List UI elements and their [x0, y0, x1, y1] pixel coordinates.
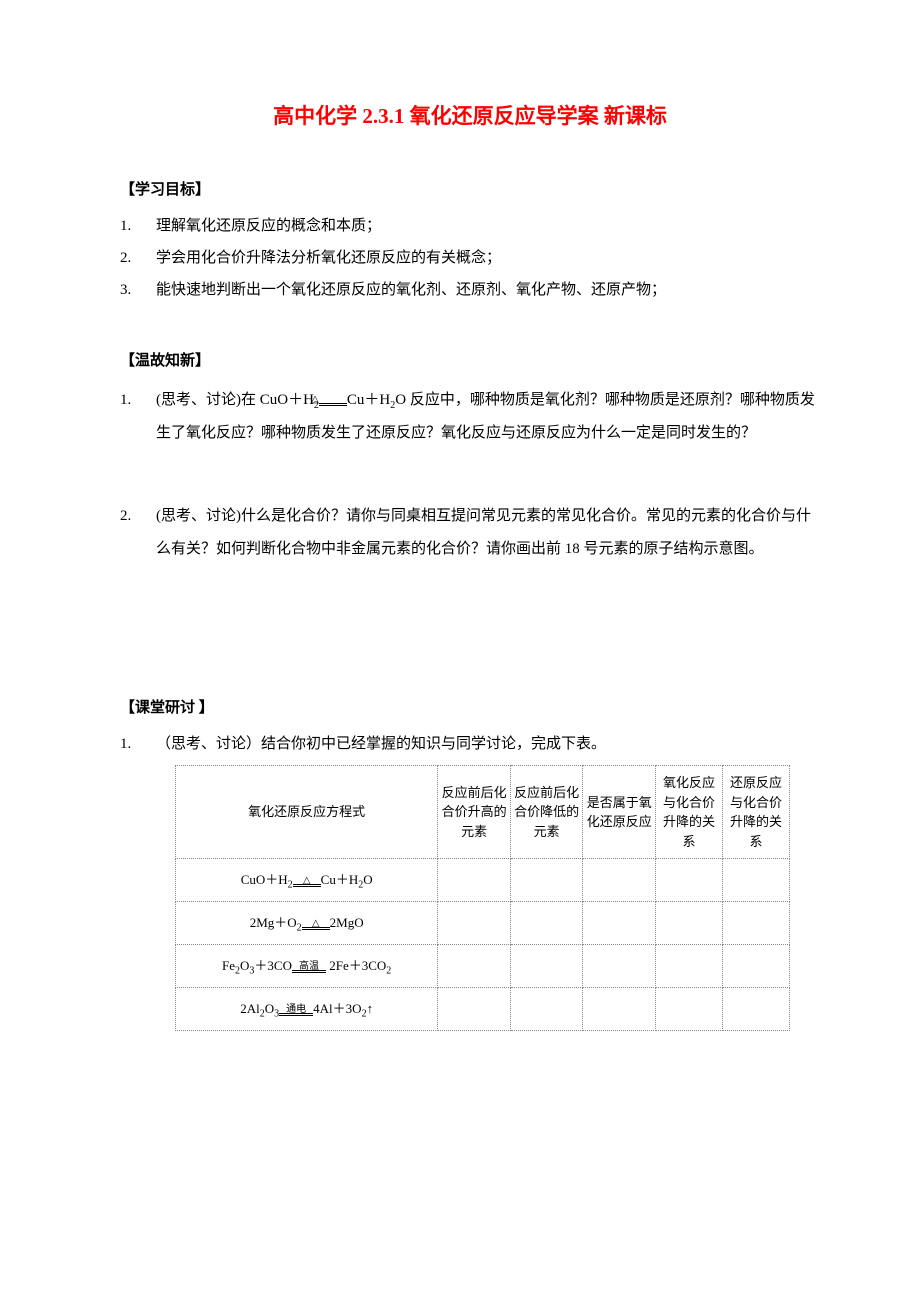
table-cell [510, 945, 583, 988]
objective-item: 1.理解氧化还原反应的概念和本质； [120, 211, 820, 241]
table-cell [656, 988, 723, 1031]
classroom-header: 【课堂研讨 】 [120, 696, 820, 717]
table-header: 反应前后化合价降低的元素 [510, 766, 583, 859]
table-cell [510, 859, 583, 902]
item-num: 2. [120, 243, 156, 273]
item-num: 2. [120, 500, 156, 533]
redox-table: 氧化还原反应方程式 反应前后化合价升高的元素 反应前后化合价降低的元素 是否属于… [175, 765, 790, 1031]
objective-item: 2.学会用化合价升降法分析氧化还原反应的有关概念； [120, 243, 820, 273]
equation-cell: 2Al2O3通电4Al＋3O2↑ [176, 988, 438, 1031]
equation-cell: CuO＋H2△Cu＋H2O [176, 859, 438, 902]
equation-cell: Fe2O3＋3CO高温 2Fe＋3CO2 [176, 945, 438, 988]
table-cell [438, 902, 511, 945]
table-row: Fe2O3＋3CO高温 2Fe＋3CO2 [176, 945, 790, 988]
table-cell [583, 859, 656, 902]
table-cell [656, 859, 723, 902]
item-num: 3. [120, 275, 156, 305]
item-text: 理解氧化还原反应的概念和本质； [156, 218, 381, 234]
q1-pre: (思考、讨论)在 [156, 392, 260, 408]
item-text: 学会用化合价升降法分析氧化还原反应的有关概念； [156, 250, 501, 266]
table-cell [583, 945, 656, 988]
review-header: 【温故知新】 [120, 349, 820, 370]
q1-formula: CuO＋H2△Cu＋H2O [260, 392, 406, 408]
item-num: 1. [120, 729, 156, 759]
equation-cell: 2Mg＋O2△2MgO [176, 902, 438, 945]
question-1: 1.(思考、讨论)在 CuO＋H2△Cu＋H2O 反应中，哪种物质是氧化剂？哪种… [120, 384, 820, 450]
table-cell [438, 945, 511, 988]
table-cell [723, 945, 790, 988]
table-cell [723, 902, 790, 945]
table-cell [656, 945, 723, 988]
table-header: 还原反应与化合价升降的关系 [723, 766, 790, 859]
table-cell [723, 988, 790, 1031]
table-header: 氧化反应与化合价升降的关系 [656, 766, 723, 859]
table-cell [723, 859, 790, 902]
q2-text: (思考、讨论)什么是化合价？请你与同桌相互提问常见元素的常见化合价。常见的元素的… [156, 508, 811, 557]
table-cell [438, 859, 511, 902]
table-cell [510, 988, 583, 1031]
table-cell [583, 902, 656, 945]
intro-text: （思考、讨论）结合你初中已经掌握的知识与同学讨论，完成下表。 [156, 736, 606, 752]
classroom-intro: 1.（思考、讨论）结合你初中已经掌握的知识与同学讨论，完成下表。 [120, 729, 820, 759]
table-header: 是否属于氧化还原反应 [583, 766, 656, 859]
table-cell [583, 988, 656, 1031]
table-header: 反应前后化合价升高的元素 [438, 766, 511, 859]
table-row: CuO＋H2△Cu＋H2O [176, 859, 790, 902]
item-num: 1. [120, 384, 156, 417]
objectives-header: 【学习目标】 [120, 178, 820, 199]
table-cell [510, 902, 583, 945]
objective-item: 3.能快速地判断出一个氧化还原反应的氧化剂、还原剂、氧化产物、还原产物； [120, 275, 820, 305]
table-row: 2Mg＋O2△2MgO [176, 902, 790, 945]
question-2: 2.(思考、讨论)什么是化合价？请你与同桌相互提问常见元素的常见化合价。常见的元… [120, 500, 820, 566]
table-header-row: 氧化还原反应方程式 反应前后化合价升高的元素 反应前后化合价降低的元素 是否属于… [176, 766, 790, 859]
item-num: 1. [120, 211, 156, 241]
table-cell [656, 902, 723, 945]
table-row: 2Al2O3通电4Al＋3O2↑ [176, 988, 790, 1031]
page-title: 高中化学 2.3.1 氧化还原反应导学案 新课标 [120, 100, 820, 130]
item-text: 能快速地判断出一个氧化还原反应的氧化剂、还原剂、氧化产物、还原产物； [156, 282, 666, 298]
table-header: 氧化还原反应方程式 [176, 766, 438, 859]
table-cell [438, 988, 511, 1031]
